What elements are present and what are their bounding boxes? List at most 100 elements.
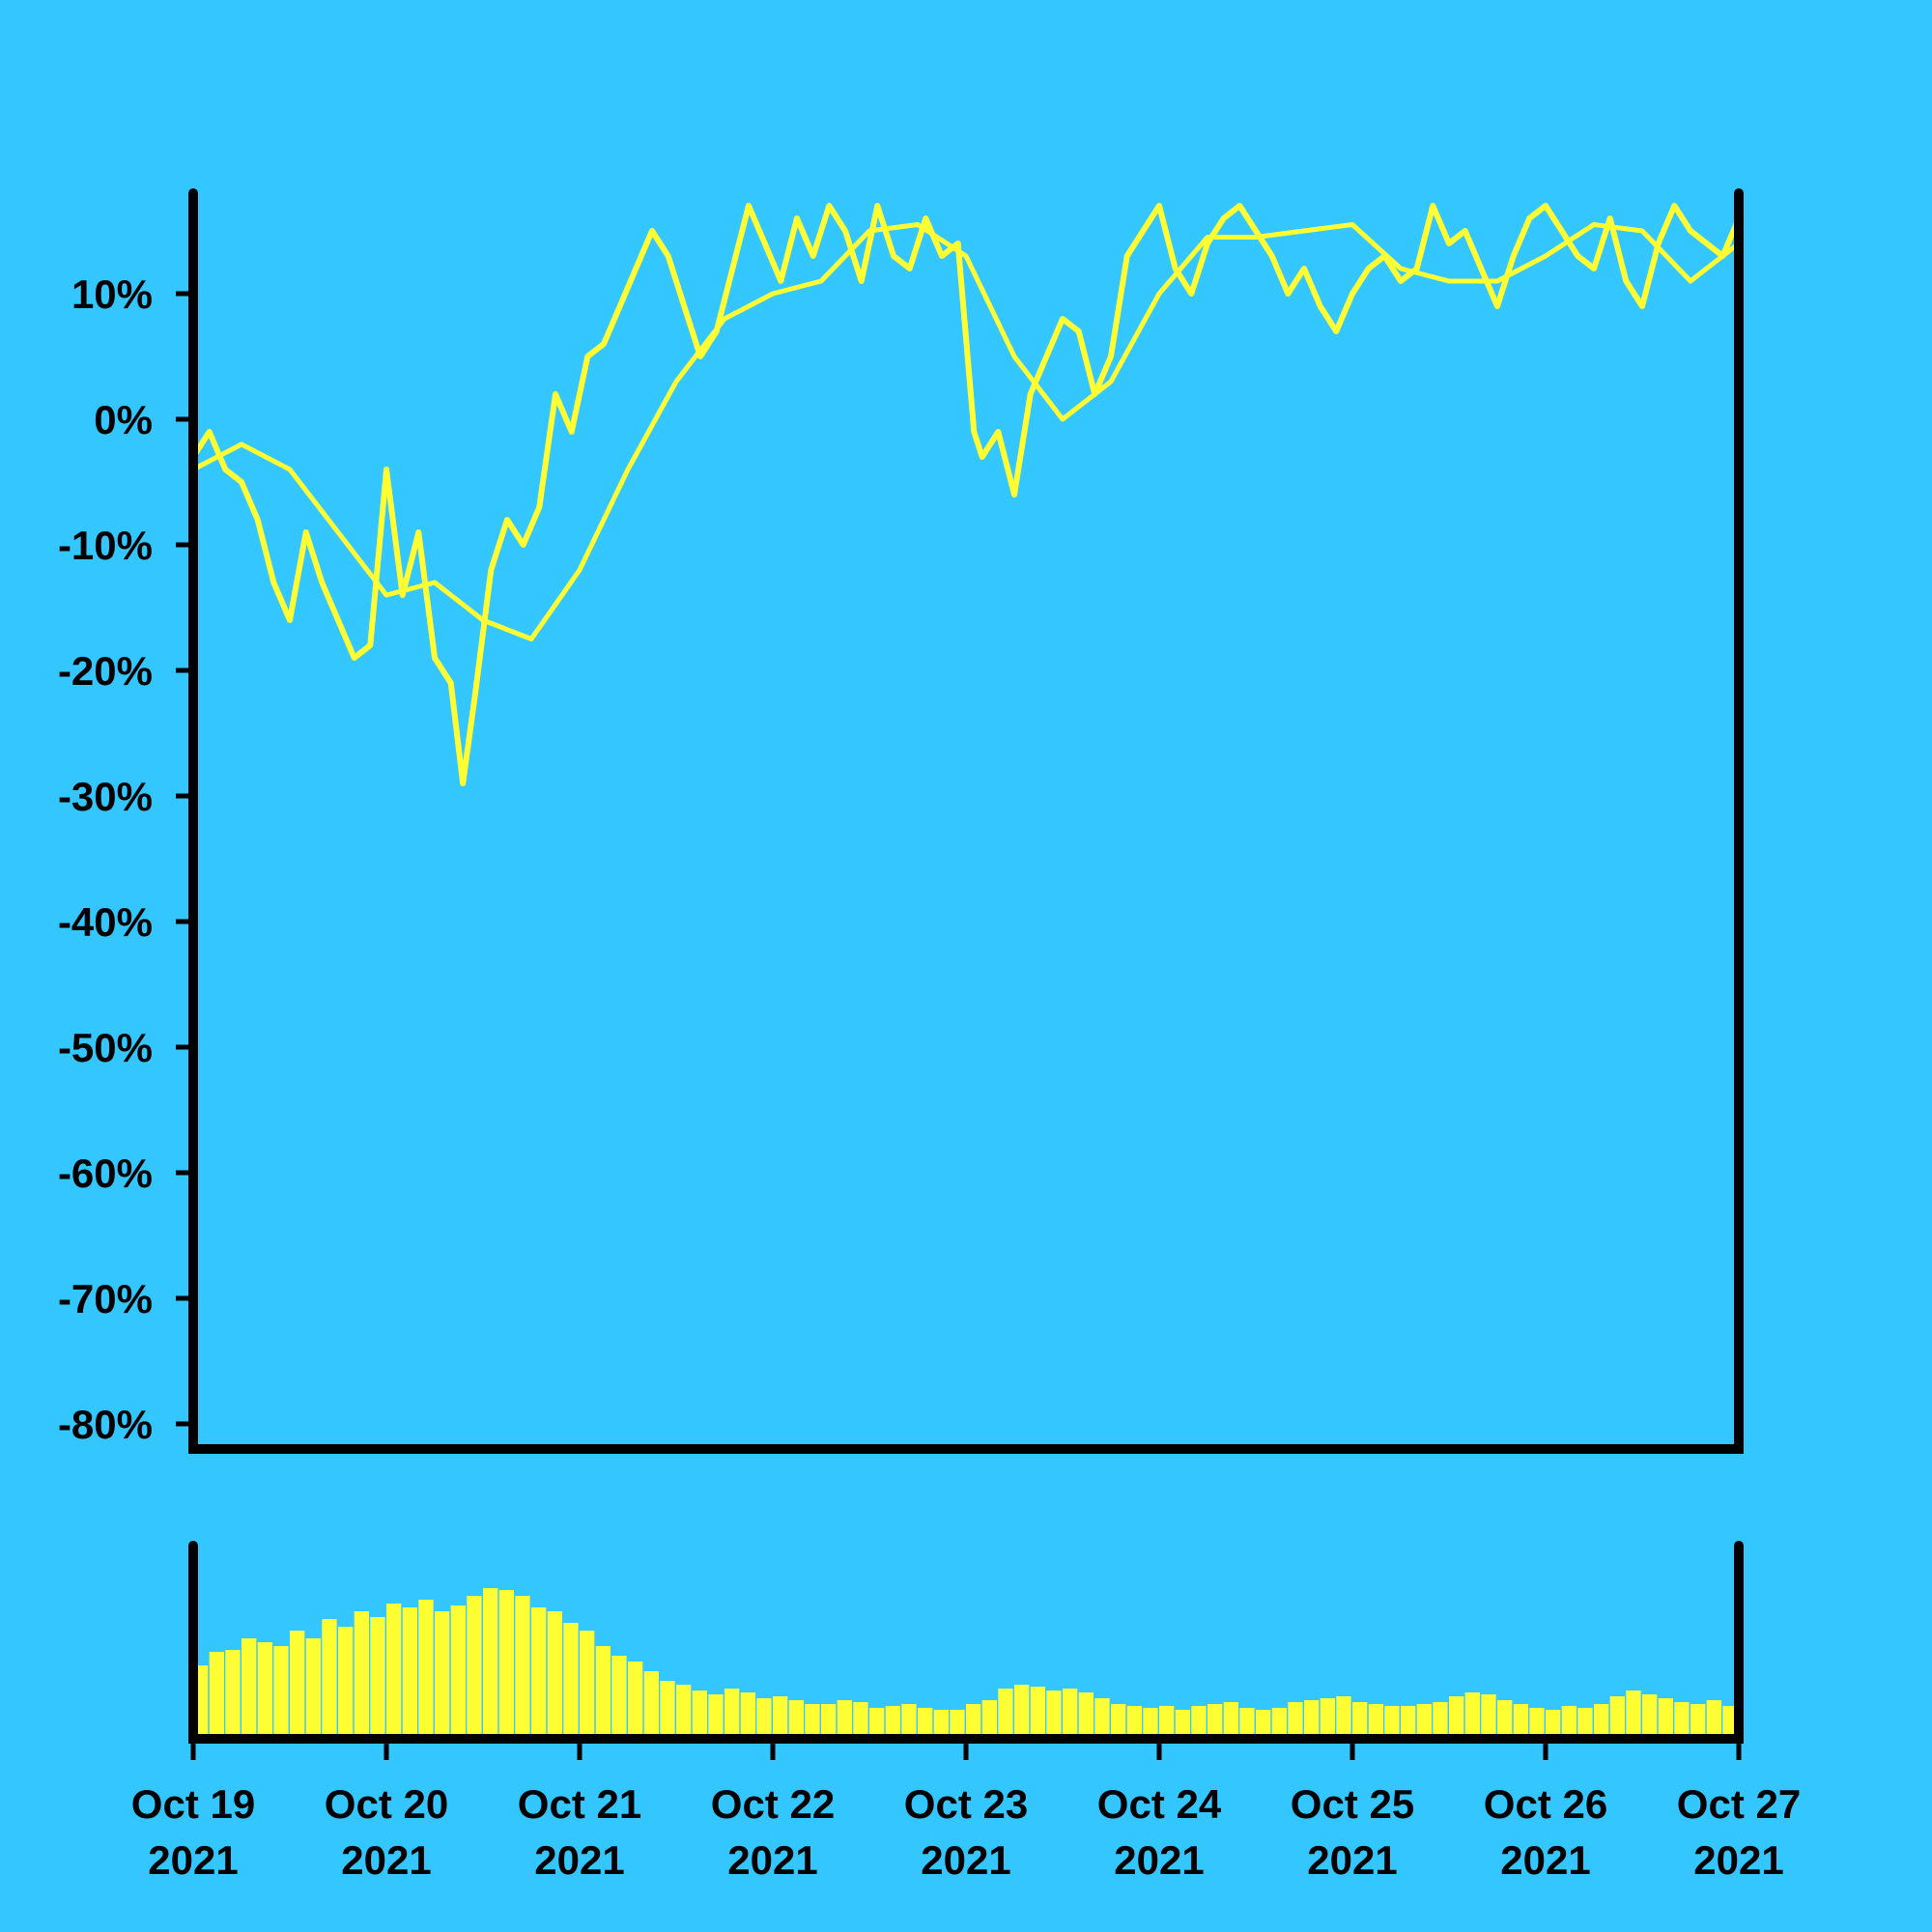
volume-bar [950, 1710, 965, 1739]
volume-bar [1674, 1702, 1690, 1739]
volume-bar [1642, 1694, 1658, 1739]
volume-bar [515, 1596, 530, 1739]
volume-bar [1513, 1704, 1528, 1739]
volume-bar [1304, 1700, 1320, 1739]
volume-bar [918, 1708, 933, 1739]
volume-bar [1433, 1702, 1448, 1739]
volume-bar [1288, 1702, 1303, 1739]
volume-bar [1464, 1692, 1480, 1739]
volume-bar [1722, 1706, 1738, 1739]
volume-bar [322, 1619, 337, 1739]
volume-bar [531, 1607, 547, 1739]
volume-bar [643, 1671, 659, 1739]
volume-bar [1546, 1710, 1561, 1739]
volume-bar [676, 1685, 692, 1739]
x-tick-label: Oct 25 2021 [1291, 1781, 1414, 1883]
volume-bar [1706, 1700, 1721, 1739]
volume-bar [660, 1681, 675, 1739]
volume-bar [724, 1689, 740, 1739]
volume-bar [1078, 1692, 1094, 1739]
y-tick-label: 10% [71, 271, 153, 317]
main-axis-frame [188, 188, 1744, 1454]
y-tick-label: 0% [94, 397, 153, 442]
y-tick-label: -60% [58, 1151, 153, 1196]
volume-bar [1561, 1706, 1577, 1739]
volume-bar [1320, 1698, 1335, 1739]
volume-bar [1191, 1706, 1207, 1739]
volume-bar [692, 1690, 707, 1739]
volume-bar [354, 1611, 369, 1739]
volume-bar [1046, 1690, 1062, 1739]
main-price-panel [190, 203, 1742, 786]
volume-bar [901, 1704, 917, 1739]
volume-bar [595, 1646, 611, 1739]
volume-bar [1223, 1702, 1238, 1739]
volume-bar [483, 1588, 498, 1739]
volume-bar [435, 1611, 450, 1739]
volume-bar [418, 1600, 434, 1739]
volume-bar [338, 1627, 354, 1739]
volume-bar [933, 1710, 949, 1739]
y-tick-label: -20% [58, 648, 153, 694]
volume-bar [869, 1708, 885, 1739]
volume-bar [837, 1700, 852, 1739]
axes: 10% 0% -10% -20% -30% -40% -50% -60% -70% -80% Oct… [58, 188, 1801, 1883]
y-tick-label: -70% [58, 1276, 153, 1321]
x-tick-label: Oct 19 2021 [131, 1781, 255, 1883]
volume-bar [1336, 1696, 1351, 1739]
volume-bar [998, 1689, 1013, 1739]
volume-bar [580, 1631, 595, 1739]
x-tick-label: Oct 23 2021 [904, 1781, 1028, 1883]
volume-bar [1175, 1710, 1190, 1739]
x-tick-label: Oct 21 2021 [518, 1781, 641, 1883]
series-line-raw [190, 203, 1742, 786]
volume-bar [370, 1617, 385, 1739]
y-tick-label: -30% [58, 774, 153, 819]
x-tick-label: Oct 20 2021 [325, 1781, 448, 1883]
volume-bar [628, 1662, 643, 1739]
x-tick-label: Oct 22 2021 [711, 1781, 835, 1883]
volume-bar [273, 1646, 289, 1739]
volume-bar [209, 1652, 224, 1739]
volume-bar [740, 1692, 755, 1739]
volume-bar [1256, 1710, 1271, 1739]
x-tick-label: Oct 27 2021 [1677, 1781, 1801, 1883]
volume-bar [1690, 1704, 1706, 1739]
volume-bar [242, 1638, 257, 1739]
volume-bar [386, 1604, 402, 1739]
volume-bar [773, 1696, 788, 1739]
volume-panel [193, 1588, 1738, 1739]
volume-bar [1594, 1704, 1609, 1739]
volume-bar [257, 1642, 272, 1739]
volume-bar [1208, 1704, 1223, 1739]
volume-bar [1658, 1698, 1673, 1739]
volume-bar [1159, 1706, 1175, 1739]
volume-bar [708, 1694, 724, 1739]
volume-bar [1626, 1690, 1641, 1739]
volume-bar [1449, 1696, 1464, 1739]
volume-bar [1401, 1706, 1416, 1739]
volume-bar [1094, 1698, 1110, 1739]
volume-bar [402, 1607, 417, 1739]
volume-bar [450, 1605, 466, 1739]
series-line-smoothed [191, 222, 1741, 641]
volume-bar [1030, 1687, 1045, 1739]
volume-bar [1271, 1708, 1287, 1739]
volume-bar [788, 1700, 804, 1739]
volume-bar [1239, 1708, 1255, 1739]
volume-bar [1416, 1704, 1432, 1739]
y-tick-label: -80% [58, 1402, 153, 1447]
volume-bar [821, 1704, 837, 1739]
volume-bar [1126, 1706, 1142, 1739]
volume-bar [1384, 1706, 1400, 1739]
volume-bar [1063, 1689, 1078, 1739]
volume-bar [756, 1698, 772, 1739]
volume-bar [563, 1623, 579, 1739]
volume-bar [467, 1596, 482, 1739]
volume-bar [1352, 1702, 1368, 1739]
x-tick-label: Oct 24 2021 [1097, 1781, 1222, 1883]
volume-bar [498, 1590, 514, 1739]
volume-bar [1497, 1700, 1513, 1739]
